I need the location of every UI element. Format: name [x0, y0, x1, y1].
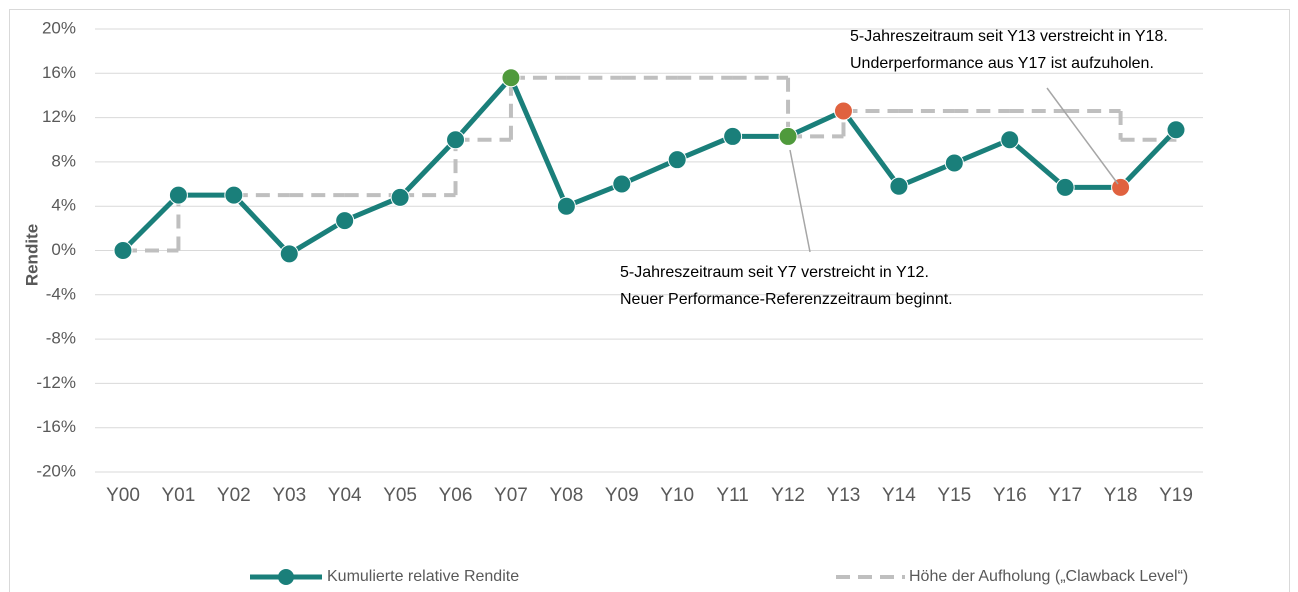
y-tick-label: 8%	[51, 151, 76, 170]
data-point	[1000, 130, 1020, 150]
x-tick-label: Y08	[549, 485, 583, 506]
y-tick-label: 16%	[42, 63, 76, 82]
x-tick-label: Y17	[1048, 485, 1082, 506]
x-tick-label: Y15	[937, 485, 971, 506]
x-tick-label: Y16	[993, 485, 1027, 506]
y-tick-label: -12%	[36, 373, 76, 392]
x-tick-label: Y05	[383, 485, 417, 506]
data-point	[778, 126, 798, 146]
data-point	[833, 101, 853, 121]
data-point	[723, 126, 743, 146]
data-point	[168, 185, 188, 205]
x-tick-label: Y06	[439, 485, 473, 506]
y-tick-label: -20%	[36, 461, 76, 480]
data-point	[612, 174, 632, 194]
data-point	[1055, 177, 1075, 197]
y-axis-label: Rendite	[22, 224, 41, 286]
legend-label: Höhe der Aufholung („Clawback Level“)	[909, 568, 1188, 585]
data-point	[390, 187, 410, 207]
y-tick-label: -8%	[46, 329, 76, 348]
x-tick-label: Y10	[660, 485, 694, 506]
data-point	[1111, 177, 1131, 197]
data-point	[944, 153, 964, 173]
data-point	[501, 68, 521, 88]
x-tick-label: Y04	[328, 485, 362, 506]
y-tick-label: -4%	[46, 284, 76, 303]
data-point	[556, 196, 576, 216]
annotation-pointer	[789, 149, 811, 253]
legend-marker	[278, 569, 294, 585]
annotation-text: Underperformance aus Y17 ist aufzuholen.	[850, 55, 1154, 72]
y-tick-label: -16%	[36, 417, 76, 436]
y-tick-label: 4%	[51, 196, 76, 215]
annotation-text: Neuer Performance-Referenzzeitraum begin…	[620, 291, 953, 308]
return-line	[121, 73, 1178, 257]
x-tick-label: Y19	[1159, 485, 1193, 506]
x-tick-label: Y14	[882, 485, 916, 506]
data-point	[279, 244, 299, 264]
y-tick-label: 12%	[42, 107, 76, 126]
annotation-text: 5-Jahreszeitraum seit Y13 verstreicht in…	[850, 28, 1168, 45]
x-tick-label: Y03	[272, 485, 306, 506]
x-tick-label: Y02	[217, 485, 251, 506]
x-tick-label: Y09	[605, 485, 639, 506]
data-point	[667, 150, 687, 170]
x-tick-label: Y07	[494, 485, 528, 506]
data-point	[446, 130, 466, 150]
data-point	[1166, 120, 1186, 140]
legend-label: Kumulierte relative Rendite	[327, 568, 519, 585]
data-point	[113, 241, 133, 260]
data-point	[889, 176, 909, 196]
x-tick-label: Y00	[106, 485, 140, 506]
annotation-pointer	[1046, 87, 1119, 185]
chart-border	[9, 9, 1290, 592]
y-tick-label: 0%	[51, 240, 76, 259]
x-tick-label: Y12	[771, 485, 805, 506]
data-point	[335, 211, 355, 231]
annotation-text: 5-Jahreszeitraum seit Y7 verstreicht in …	[620, 264, 929, 281]
data-point	[224, 185, 244, 205]
x-tick-label: Y13	[827, 485, 861, 506]
x-tick-label: Y01	[162, 485, 196, 506]
x-tick-label: Y18	[1104, 485, 1138, 506]
x-tick-label: Y11	[716, 485, 748, 506]
y-tick-label: 20%	[42, 18, 76, 37]
